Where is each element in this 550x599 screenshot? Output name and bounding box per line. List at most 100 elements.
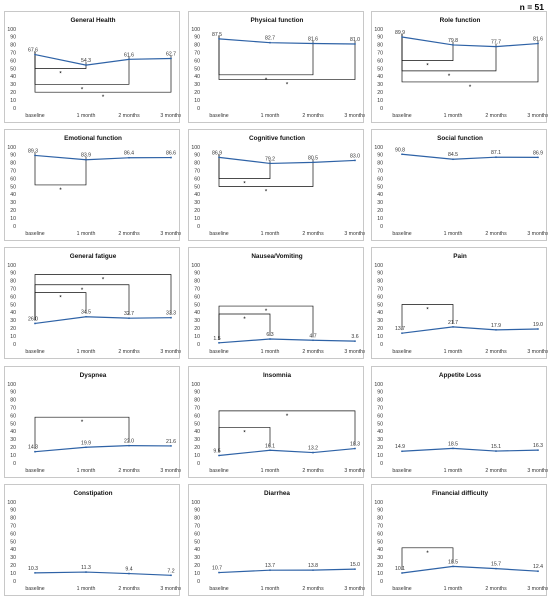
y-tick-label: 60 (194, 531, 200, 537)
y-tick-label: 80 (377, 516, 383, 522)
series-line (401, 447, 539, 452)
y-tick-label: 50 (10, 66, 16, 72)
data-label: 79.8 (448, 38, 458, 44)
y-tick-label: 100 (191, 263, 200, 269)
y-tick-label: 10 (10, 571, 16, 577)
y-tick-label: 30 (377, 200, 383, 206)
x-tick-label: 2 months (302, 349, 324, 355)
x-tick-label: baseline (25, 113, 44, 119)
y-tick-label: 70 (377, 287, 383, 293)
y-tick-label: 50 (377, 302, 383, 308)
y-tick-label: 50 (10, 184, 16, 190)
data-label: 83.9 (81, 153, 91, 159)
x-tick-label: baseline (392, 231, 411, 237)
y-tick-label: 60 (377, 294, 383, 300)
x-tick-label: baseline (25, 349, 44, 355)
y-tick-label: 30 (10, 437, 16, 443)
y-tick-label: 40 (194, 74, 200, 80)
y-tick-label: 0 (197, 224, 200, 230)
data-point (128, 444, 130, 447)
y-tick-label: 50 (377, 66, 383, 72)
data-point (537, 449, 539, 452)
x-tick-label: 1 month (444, 231, 463, 237)
significance-star: * (102, 276, 105, 283)
significance-bracket (34, 51, 130, 85)
y-tick-label: 70 (10, 406, 16, 412)
x-tick-label: 3 months (527, 113, 548, 119)
y-tick-label: 20 (194, 208, 200, 214)
x-tick-label: 3 months (344, 586, 365, 592)
y-tick-label: 30 (377, 555, 383, 561)
significance-star: * (243, 181, 246, 188)
x-tick-label: baseline (25, 231, 44, 237)
y-tick-label: 100 (191, 500, 200, 506)
y-tick-label: 10 (10, 453, 16, 459)
data-point (170, 574, 172, 577)
y-tick-label: 30 (194, 82, 200, 88)
y-tick-label: 90 (377, 508, 383, 514)
chart-title: Emotional function (64, 135, 122, 142)
data-point (85, 571, 87, 573)
data-point (170, 316, 172, 319)
data-label: 86.9 (212, 150, 222, 156)
data-label: 6.3 (266, 332, 273, 338)
significance-star: * (286, 413, 289, 420)
x-tick-label: 3 months (527, 468, 548, 474)
y-tick-label: 80 (377, 398, 383, 404)
data-label: 33.3 (166, 311, 176, 317)
y-tick-label: 80 (10, 161, 16, 167)
x-tick-label: 1 month (77, 586, 96, 592)
data-point (170, 156, 172, 159)
significance-star: * (81, 287, 84, 294)
x-tick-label: 2 months (118, 231, 140, 237)
y-tick-label: 100 (374, 27, 383, 33)
y-tick-label: 20 (377, 208, 383, 214)
x-tick-label: 3 months (344, 231, 365, 237)
y-tick-label: 10 (194, 453, 200, 459)
chart-panel: Insomnia 0 10 20 30 40 50 60 70 80 90 100 baseline 1 … (188, 366, 365, 478)
data-label: 62.7 (166, 51, 176, 57)
y-tick-label: 70 (194, 169, 200, 175)
data-label: 1.5 (213, 336, 220, 342)
data-label: 54.3 (81, 58, 91, 64)
significance-bracket (218, 305, 314, 340)
y-tick-label: 0 (380, 342, 383, 348)
data-point (354, 43, 356, 45)
y-tick-label: 40 (10, 429, 16, 435)
y-tick-label: 10 (377, 216, 383, 222)
data-label: 18.5 (448, 441, 458, 447)
y-tick-label: 0 (197, 461, 200, 467)
data-point (85, 315, 87, 318)
y-tick-label: 30 (194, 555, 200, 561)
chart-panel: Constipation 0 10 20 30 40 50 60 70 80 90 100 baseli… (4, 484, 181, 596)
y-tick-label: 0 (13, 224, 16, 230)
y-tick-label: 80 (10, 398, 16, 404)
data-point (452, 565, 454, 568)
y-tick-label: 50 (194, 184, 200, 190)
x-tick-label: 1 month (261, 349, 280, 355)
significance-bracket (401, 304, 454, 331)
y-tick-label: 40 (10, 74, 16, 80)
y-tick-label: 40 (194, 192, 200, 198)
data-point (170, 57, 172, 60)
data-point (269, 338, 271, 340)
data-point (34, 154, 36, 157)
y-tick-label: 20 (377, 445, 383, 451)
chart-title: General fatigue (70, 253, 117, 260)
y-tick-label: 20 (10, 90, 16, 96)
series-line (401, 565, 539, 574)
y-tick-label: 50 (10, 302, 16, 308)
data-label: 18.5 (448, 559, 458, 565)
data-label: 13.2 (308, 446, 318, 452)
y-tick-label: 90 (194, 35, 200, 41)
x-tick-label: 1 month (77, 231, 96, 237)
data-point (401, 36, 403, 38)
significance-star: * (102, 94, 105, 101)
